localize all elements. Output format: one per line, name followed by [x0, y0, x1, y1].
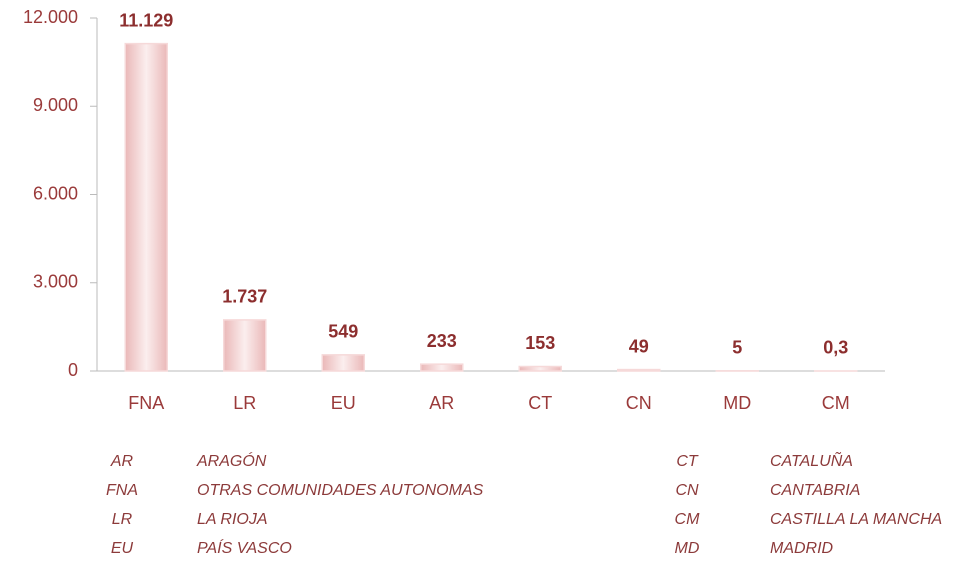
x-tick-label: CT [528, 393, 552, 413]
key-code: CN [675, 482, 699, 499]
key-name: CATALUÑA [770, 451, 853, 470]
key-name: ARAGÓN [196, 451, 267, 470]
x-tick-label: EU [331, 393, 356, 413]
key-code: CM [675, 511, 701, 528]
bar [223, 319, 267, 372]
key-code: EU [111, 540, 134, 557]
data-label: 153 [525, 333, 555, 353]
key-code: AR [110, 453, 134, 470]
bar [617, 368, 661, 372]
y-tick-label: 9.000 [33, 95, 78, 115]
data-label: 233 [427, 331, 457, 351]
key-code: FNA [106, 482, 138, 499]
data-label: 5 [732, 338, 742, 358]
bar [321, 354, 365, 372]
key-code: MD [675, 540, 700, 557]
key-name: LA RIOJA [197, 511, 268, 528]
x-tick-label: CM [822, 393, 850, 413]
key-name: MADRID [770, 540, 834, 557]
x-tick-label: FNA [128, 393, 164, 413]
bar [518, 365, 562, 372]
bar [420, 363, 464, 372]
x-tick-label: LR [233, 393, 256, 413]
x-tick-label: CN [626, 393, 652, 413]
x-tick-label: AR [429, 393, 454, 413]
key-name: PAÍS VASCO [197, 538, 292, 557]
y-tick-label: 12.000 [23, 7, 78, 27]
data-label: 11.129 [119, 10, 173, 30]
key-name: OTRAS COMUNIDADES AUTONOMAS [197, 482, 484, 499]
key-code: CT [676, 453, 699, 470]
data-label: 0,3 [823, 338, 848, 358]
y-tick-label: 6.000 [33, 183, 78, 203]
key-name: CANTABRIA [770, 482, 860, 499]
y-tick-label: 3.000 [33, 272, 78, 292]
x-tick-label: MD [723, 393, 751, 413]
data-label: 1.737 [222, 287, 267, 307]
bar [124, 42, 168, 372]
y-tick-label: 0 [68, 360, 78, 380]
data-label: 49 [629, 336, 649, 356]
key-code: LR [112, 511, 133, 528]
key-name: CASTILLA LA MANCHA [770, 511, 942, 528]
data-label: 549 [328, 322, 358, 342]
